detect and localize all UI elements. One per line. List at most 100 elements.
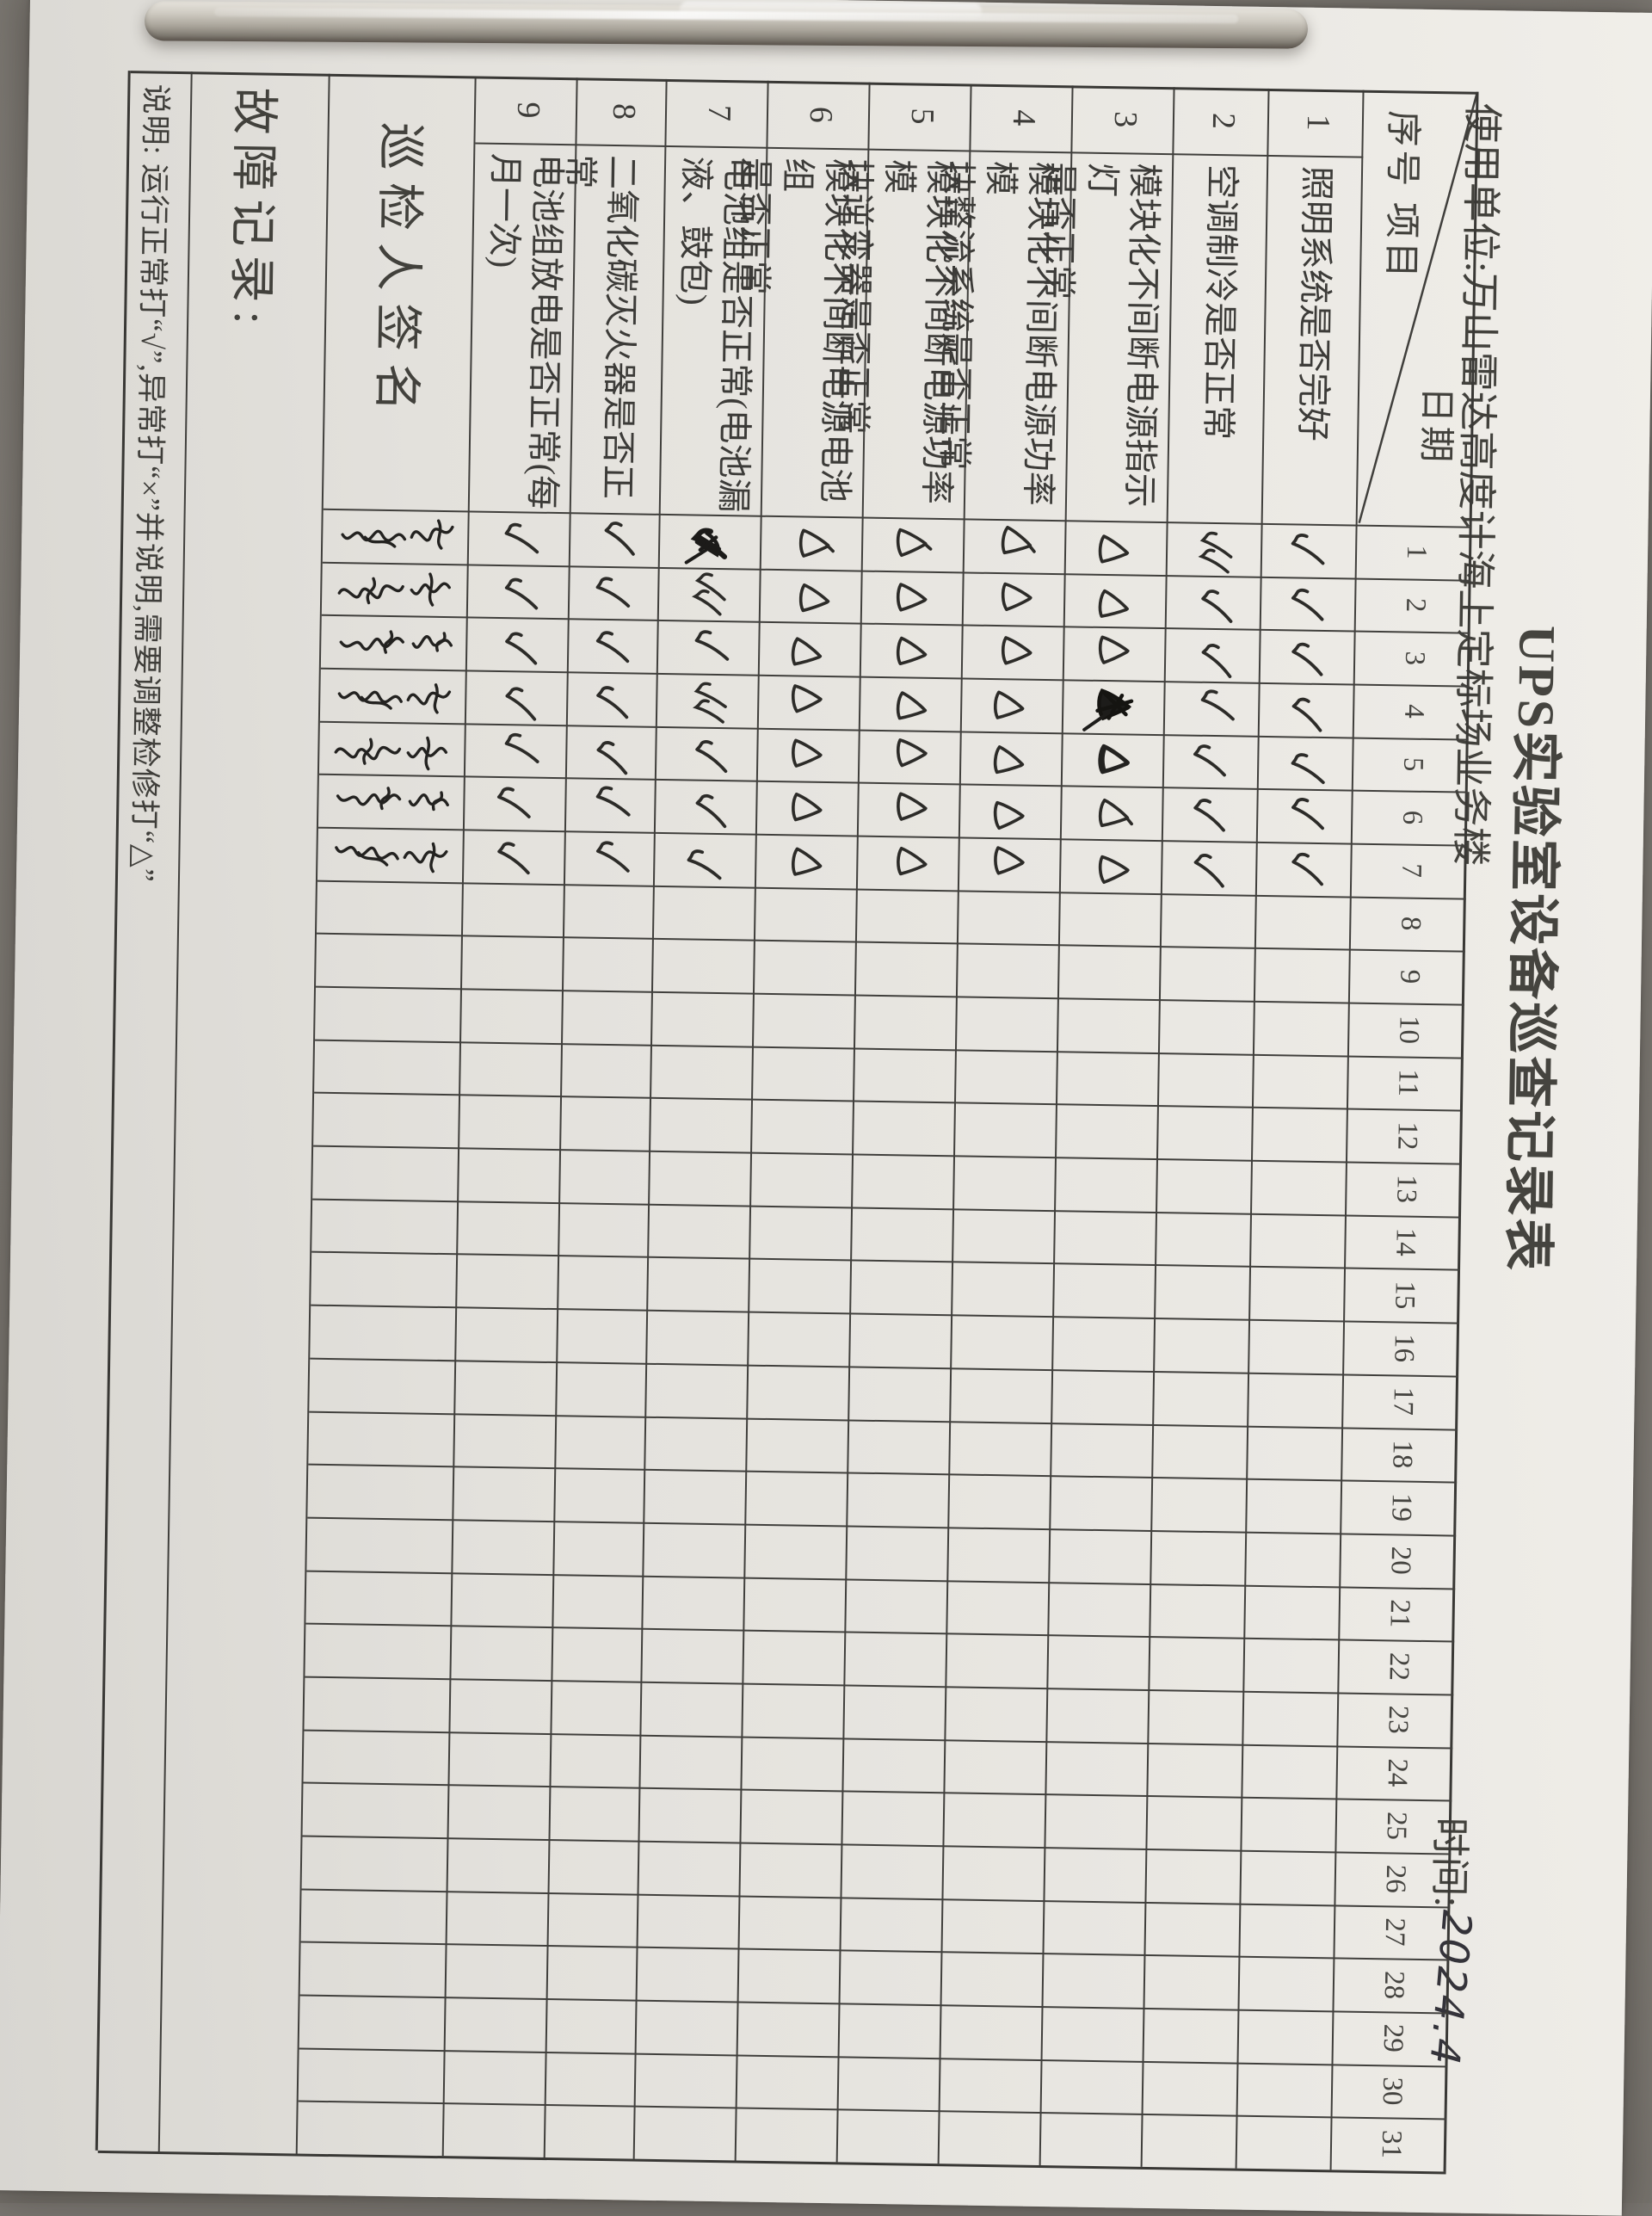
inspector-signature-day3: [331, 620, 456, 668]
inspector-signature-day1: [330, 509, 457, 562]
grid-line: [1235, 88, 1270, 2169]
row-serial-6: 6: [802, 106, 840, 124]
mark-row7-day7: [677, 843, 723, 886]
day-number-19: 19: [1385, 1492, 1417, 1522]
inspector-signature-day6: [327, 774, 454, 828]
mark-row9-day1: [496, 516, 540, 559]
mark-row3-day7: [1090, 849, 1135, 891]
corner-date-label: 日期: [1415, 386, 1457, 466]
inspector-signature-day4: [328, 673, 453, 723]
mark-row9-day6: [489, 781, 533, 823]
grid-line: [316, 933, 1465, 954]
mark-row8-day6: [587, 779, 632, 822]
mark-row4-day6: [985, 794, 1030, 836]
mark-row1-day5: [1282, 746, 1326, 788]
grid-line: [308, 1463, 1458, 1484]
day-number-24: 24: [1381, 1758, 1414, 1787]
grid-line: [314, 1092, 1463, 1113]
mark-row3-day2: [1089, 583, 1136, 627]
day-number-31: 31: [1375, 2129, 1408, 2159]
grid-line: [313, 1145, 1462, 1165]
grid-line: [305, 1622, 1455, 1643]
mark-row4-day5: [984, 739, 1030, 783]
grid-line: [95, 71, 131, 2151]
day-number-29: 29: [1377, 2023, 1409, 2053]
row-item-2: 空调制冷是否正常: [1199, 164, 1242, 441]
mark-row5-day1: [888, 522, 933, 564]
mark-row7-day2: [685, 568, 730, 616]
mark-row1-day2: [1283, 583, 1326, 623]
day-number-4: 4: [1398, 704, 1430, 719]
day-number-23: 23: [1382, 1705, 1415, 1735]
mark-row1-day6: [1283, 793, 1325, 832]
mark-row4-day4: [985, 685, 1029, 726]
grid-line: [299, 2047, 1448, 2068]
clip-bend: [679, 1, 983, 20]
grid-line: [302, 1835, 1452, 1855]
row-serial-3: 3: [1106, 110, 1144, 128]
mark-row9-day3: [496, 627, 539, 668]
mark-row6-day3: [782, 632, 828, 676]
row-item-9: 电池组放电是否正常(每 月一次): [484, 152, 568, 510]
mark-row5-day2: [889, 577, 931, 617]
day-number-10: 10: [1393, 1015, 1425, 1045]
day-number-18: 18: [1386, 1440, 1418, 1469]
row-serial-7: 7: [700, 104, 738, 122]
mark-row5-day7: [889, 842, 932, 883]
grid-line: [295, 73, 330, 2154]
grid-line: [305, 1676, 1454, 1696]
time-value-handwritten: 2024.4: [1420, 1908, 1481, 2070]
mark-row2-day4: [1192, 683, 1236, 725]
grid-line: [299, 1994, 1449, 2015]
mark-row8-day5: [586, 734, 632, 777]
row-serial-5: 5: [903, 108, 941, 125]
day-number-12: 12: [1391, 1121, 1423, 1151]
mark-row3-day5: [1090, 739, 1134, 781]
grid-line: [301, 1888, 1451, 1909]
day-number-17: 17: [1387, 1386, 1419, 1417]
day-number-13: 13: [1390, 1174, 1422, 1204]
mark-row3-day6: [1089, 793, 1136, 836]
inspector-signature-label: 巡检人签名: [368, 121, 427, 424]
mark-row4-day7: [986, 841, 1029, 881]
mark-row6-day7: [782, 842, 828, 885]
mark-row8-day1: [594, 515, 639, 559]
mark-row4-day3: [994, 632, 1036, 671]
day-number-2: 2: [1400, 597, 1432, 613]
mark-row9-day4: [495, 680, 540, 723]
mark-row5-day4: [887, 685, 933, 729]
grid-line: [1329, 90, 1365, 2170]
row-serial-8: 8: [605, 102, 643, 120]
mark-row5-day5: [888, 731, 933, 773]
day-number-11: 11: [1392, 1069, 1424, 1097]
mark-row3-day3: [1090, 629, 1134, 671]
mark-row1-day7: [1282, 847, 1326, 888]
grid-line: [304, 1729, 1453, 1750]
mark-row7-day5: [687, 734, 730, 775]
day-number-21: 21: [1384, 1599, 1415, 1628]
inspector-signature-day7: [324, 826, 451, 883]
day-number-3: 3: [1399, 651, 1431, 666]
mark-row3-day4: [1091, 685, 1133, 725]
corner-serial-item-label: 序号 项目: [1380, 110, 1423, 282]
mark-row5-day3: [888, 632, 932, 673]
mark-row8-day3: [588, 626, 631, 666]
corner-diagonal: [1358, 93, 1478, 523]
day-number-27: 27: [1378, 1917, 1411, 1947]
day-number-26: 26: [1379, 1864, 1412, 1894]
fault-record-label: 故障记录:: [224, 86, 281, 334]
mark-row6-day6: [784, 787, 827, 829]
day-number-28: 28: [1378, 1970, 1410, 2000]
day-number-15: 15: [1389, 1281, 1421, 1310]
mark-row8-day7: [588, 835, 632, 876]
mark-row9-day2: [496, 572, 539, 613]
mark-row7-day6: [685, 787, 730, 830]
grid-line: [309, 1410, 1458, 1431]
row-serial-4: 4: [1005, 109, 1043, 127]
grid-line: [316, 985, 1464, 1006]
grid-line: [307, 1516, 1457, 1537]
day-number-16: 16: [1388, 1333, 1420, 1363]
grid-line: [311, 1251, 1461, 1272]
row-serial-1: 1: [1299, 114, 1337, 132]
